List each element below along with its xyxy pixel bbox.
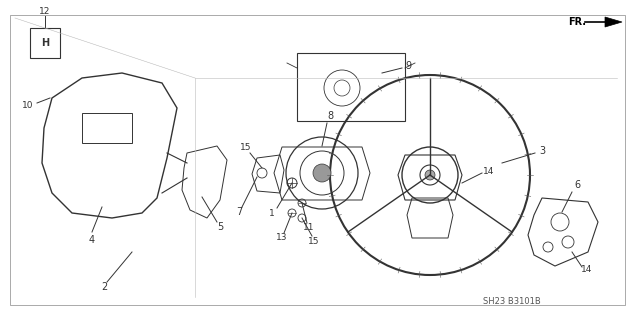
Bar (297, 53, 405, 121)
Circle shape (420, 165, 440, 185)
Text: 1: 1 (269, 209, 275, 218)
Text: FR.: FR. (568, 17, 586, 27)
Bar (30, 28, 60, 58)
Text: 15: 15 (308, 236, 320, 246)
Text: H: H (41, 38, 49, 48)
Circle shape (313, 164, 331, 182)
Text: 14: 14 (483, 167, 495, 175)
Text: 14: 14 (581, 265, 593, 275)
Text: 13: 13 (276, 234, 288, 242)
Circle shape (425, 170, 435, 180)
Text: 7: 7 (236, 207, 242, 217)
Polygon shape (605, 17, 622, 27)
Text: 9: 9 (405, 61, 411, 71)
Text: 3: 3 (539, 146, 545, 156)
Text: 6: 6 (574, 180, 580, 190)
Text: 10: 10 (22, 101, 34, 110)
Text: 5: 5 (217, 222, 223, 232)
Text: SH23 B3101B: SH23 B3101B (483, 298, 541, 307)
Text: 4: 4 (89, 235, 95, 245)
Text: 11: 11 (303, 224, 315, 233)
Text: 15: 15 (240, 144, 252, 152)
Text: 8: 8 (327, 111, 333, 121)
Text: 2: 2 (101, 282, 107, 292)
Text: 12: 12 (39, 6, 51, 16)
